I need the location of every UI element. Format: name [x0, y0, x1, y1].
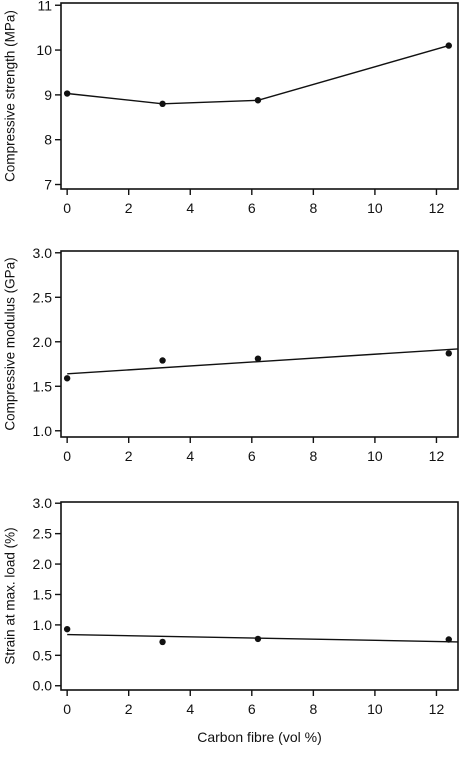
y-tick-label: 1.5: [33, 378, 53, 394]
data-point: [63, 90, 71, 97]
y-tick-label: 3.0: [33, 495, 53, 511]
y-tick-label: 2.0: [33, 556, 53, 572]
plot-frame: [60, 2, 459, 190]
data-point: [445, 636, 452, 643]
data-point: [254, 355, 262, 362]
x-tick-label: 0: [63, 200, 71, 216]
data-point: [63, 625, 71, 633]
x-tick-label: 8: [309, 448, 317, 464]
data-point: [63, 375, 71, 382]
x-tick-label: 8: [309, 200, 317, 216]
y-tick-label: 0.0: [33, 678, 53, 694]
x-tick-label: 4: [186, 200, 194, 216]
y-axis-label: Compressive strength (MPa): [3, 10, 18, 182]
data-point: [159, 357, 166, 364]
y-tick-label: 11: [37, 0, 52, 13]
y-tick-label: 3.0: [33, 245, 53, 261]
trend-line: [67, 633, 459, 643]
data-point: [254, 97, 262, 104]
x-tick-label: 6: [248, 701, 256, 717]
y-tick-label: 9: [44, 87, 52, 103]
chart-panel-2: 0 2 4 6 8 10 12 1.0 1.5 2.0 2.5 3.0 Compressive modu…: [3, 245, 459, 464]
data-point: [445, 350, 452, 357]
x-tick-label: 6: [248, 200, 256, 216]
y-tick-label: 1.5: [33, 586, 53, 602]
data-point: [254, 635, 262, 643]
y-tick-label: 7: [44, 177, 52, 193]
x-tick-label: 2: [125, 701, 133, 717]
x-tick-label: 12: [429, 200, 445, 216]
data-point: [159, 100, 166, 108]
x-tick-label: 4: [186, 701, 194, 717]
y-tick-label: 2.5: [33, 526, 53, 542]
x-axis-label: Carbon fibre (vol %): [197, 729, 322, 745]
y-tick-label: 0.5: [33, 647, 53, 663]
plot-frame: [60, 501, 459, 691]
y-tick-label: 1.0: [33, 617, 53, 633]
x-tick-label: 6: [248, 448, 256, 464]
x-tick-label: 10: [367, 448, 383, 464]
data-point: [445, 42, 452, 49]
data-point: [159, 638, 166, 646]
x-tick-label: 4: [186, 448, 194, 464]
y-tick-label: 8: [44, 132, 52, 148]
y-tick-label: 1.0: [33, 423, 53, 439]
plot-frame: [60, 250, 459, 438]
x-tick-label: 12: [429, 701, 445, 717]
y-tick-label: 2.0: [33, 334, 53, 350]
y-axis-label: Strain at max. load (%): [3, 527, 18, 664]
x-tick-label: 10: [367, 200, 383, 216]
y-tick-label: 2.5: [33, 289, 53, 305]
x-tick-label: 10: [367, 701, 383, 717]
x-tick-label: 12: [429, 448, 445, 464]
trend-line: [67, 44, 449, 105]
y-tick-label: 10: [36, 42, 52, 58]
chart-panel-1: 0 2 4 6 8 10 12 7 8 9 10 11 Compressive strength (MP…: [3, 0, 459, 216]
x-tick-label: 0: [63, 448, 71, 464]
chart-panel-3: 0 2 4 6 8 10 12 0.0 0.5 1.0 1.5 2.0 2.5 3.0 Strain at …: [3, 495, 459, 745]
y-axis-label: Compressive modulus (GPa): [3, 257, 18, 430]
x-tick-label: 8: [309, 701, 317, 717]
x-tick-label: 2: [125, 448, 133, 464]
x-tick-label: 0: [63, 701, 71, 717]
trend-line: [67, 348, 459, 375]
x-tick-label: 2: [125, 200, 133, 216]
